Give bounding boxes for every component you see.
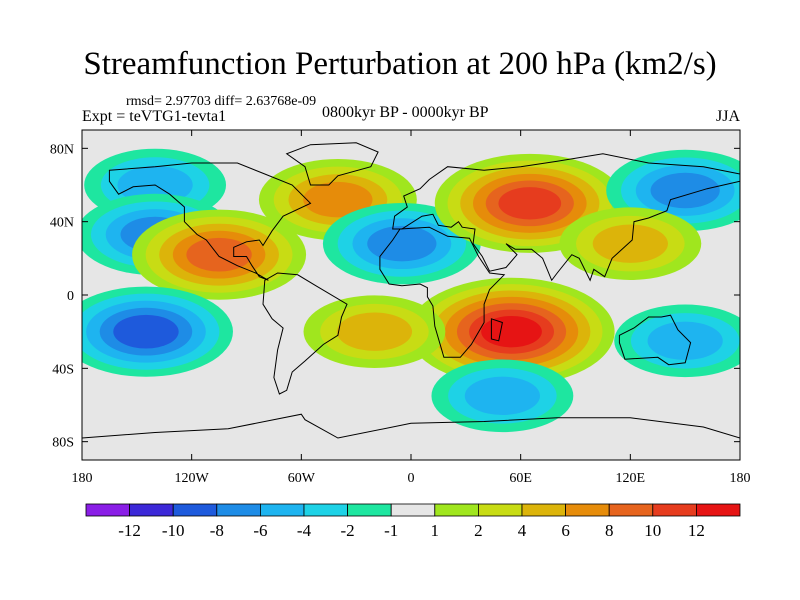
- x-tick-label: 120E: [616, 471, 646, 486]
- x-tick-label: 120W: [175, 471, 210, 486]
- period-label: 0800kyr BP - 0000kyr BP: [322, 104, 489, 121]
- contour-band-9-6: [481, 315, 542, 348]
- colorbar-swatch: [216, 503, 261, 517]
- colorbar-swatch: [565, 503, 610, 517]
- colorbar-swatch: [477, 503, 523, 517]
- y-tick-label: 0: [67, 289, 74, 304]
- colorbar-label: 8: [605, 521, 614, 540]
- y-tick-label: 80S: [52, 436, 74, 451]
- colorbar-swatch: [85, 503, 130, 517]
- season-label: JJA: [715, 108, 740, 125]
- colorbar-swatch: [390, 503, 436, 517]
- contour-field: [82, 130, 740, 460]
- coastline-eurasia: [392, 153, 740, 282]
- contour-band-2-4: [186, 237, 252, 272]
- chart-title: Streamfunction Perturbation at 200 hPa (…: [83, 46, 717, 82]
- colorbar-label: -1: [384, 521, 398, 540]
- contour-band-5-5: [498, 187, 562, 220]
- coastline-north-america: [108, 162, 312, 281]
- colorbar-label: -10: [162, 521, 185, 540]
- contour-band-3-3: [303, 181, 373, 218]
- contour-band-4-3: [367, 225, 437, 262]
- x-tick-label: 60E: [509, 471, 532, 486]
- colorbar-label: -6: [253, 521, 267, 540]
- y-tick-label: 40N: [50, 216, 74, 231]
- colorbar-label: 4: [518, 521, 527, 540]
- y-tick-label: 80N: [50, 142, 74, 157]
- colorbar-swatch: [696, 503, 741, 517]
- contour-band-7-2: [592, 224, 668, 263]
- coastline-greenland: [285, 142, 379, 186]
- colorbar-label: -12: [118, 521, 141, 540]
- colorbar-swatch: [347, 503, 392, 517]
- y-tick-label: 40S: [52, 362, 74, 377]
- colorbar-label: 1: [431, 521, 440, 540]
- coastlines: [82, 142, 740, 439]
- coastline-australia: [618, 314, 692, 366]
- colorbar-label: -8: [210, 521, 224, 540]
- colorbar-label: 12: [688, 521, 705, 540]
- colorbar-label: -4: [297, 521, 312, 540]
- colorbar-swatch: [652, 503, 697, 517]
- colorbar-label: 10: [644, 521, 661, 540]
- coastline-madagascar: [490, 318, 503, 342]
- contour-band-11-2: [464, 376, 541, 416]
- colorbar-swatch: [434, 503, 479, 517]
- contour-band-6-3: [650, 172, 720, 209]
- colorbar-swatch: [608, 503, 654, 517]
- colorbar-label: 6: [561, 521, 570, 540]
- x-tick-label: 180: [72, 471, 93, 486]
- colorbar: -12 -10 -8 -6 -4 -2 -1 1 2 4 6 8 10 12: [85, 503, 741, 540]
- colorbar-swatch: [129, 503, 174, 517]
- x-tick-label: 60W: [288, 471, 316, 486]
- contour-band-8-4: [113, 314, 179, 349]
- contour-band-10-2: [336, 312, 413, 351]
- coastline-south-america: [262, 272, 348, 395]
- colorbar-swatch: [259, 503, 305, 517]
- coastline-africa: [379, 226, 506, 358]
- x-tick-label: 0: [408, 471, 415, 486]
- colorbar-swatch: [521, 503, 566, 517]
- map-axes: 180 120W 60W 0 60E 120E 180 80N 40N 0 40S 80S: [50, 130, 751, 486]
- stats-label: rmsd= 2.97703 diff= 2.63768e-09: [126, 94, 317, 109]
- colorbar-label: 2: [474, 521, 483, 540]
- colorbar-swatch: [303, 503, 348, 517]
- colorbar-label: -2: [341, 521, 355, 540]
- coastline-antarctica: [82, 413, 740, 439]
- experiment-label: Expt = teVTG1-tevta1: [82, 108, 227, 125]
- x-tick-label: 180: [730, 471, 751, 486]
- contour-band-12-2: [647, 321, 723, 361]
- colorbar-swatch: [172, 503, 218, 517]
